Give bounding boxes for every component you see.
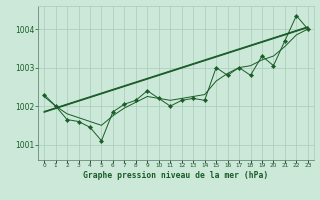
X-axis label: Graphe pression niveau de la mer (hPa): Graphe pression niveau de la mer (hPa) (84, 171, 268, 180)
